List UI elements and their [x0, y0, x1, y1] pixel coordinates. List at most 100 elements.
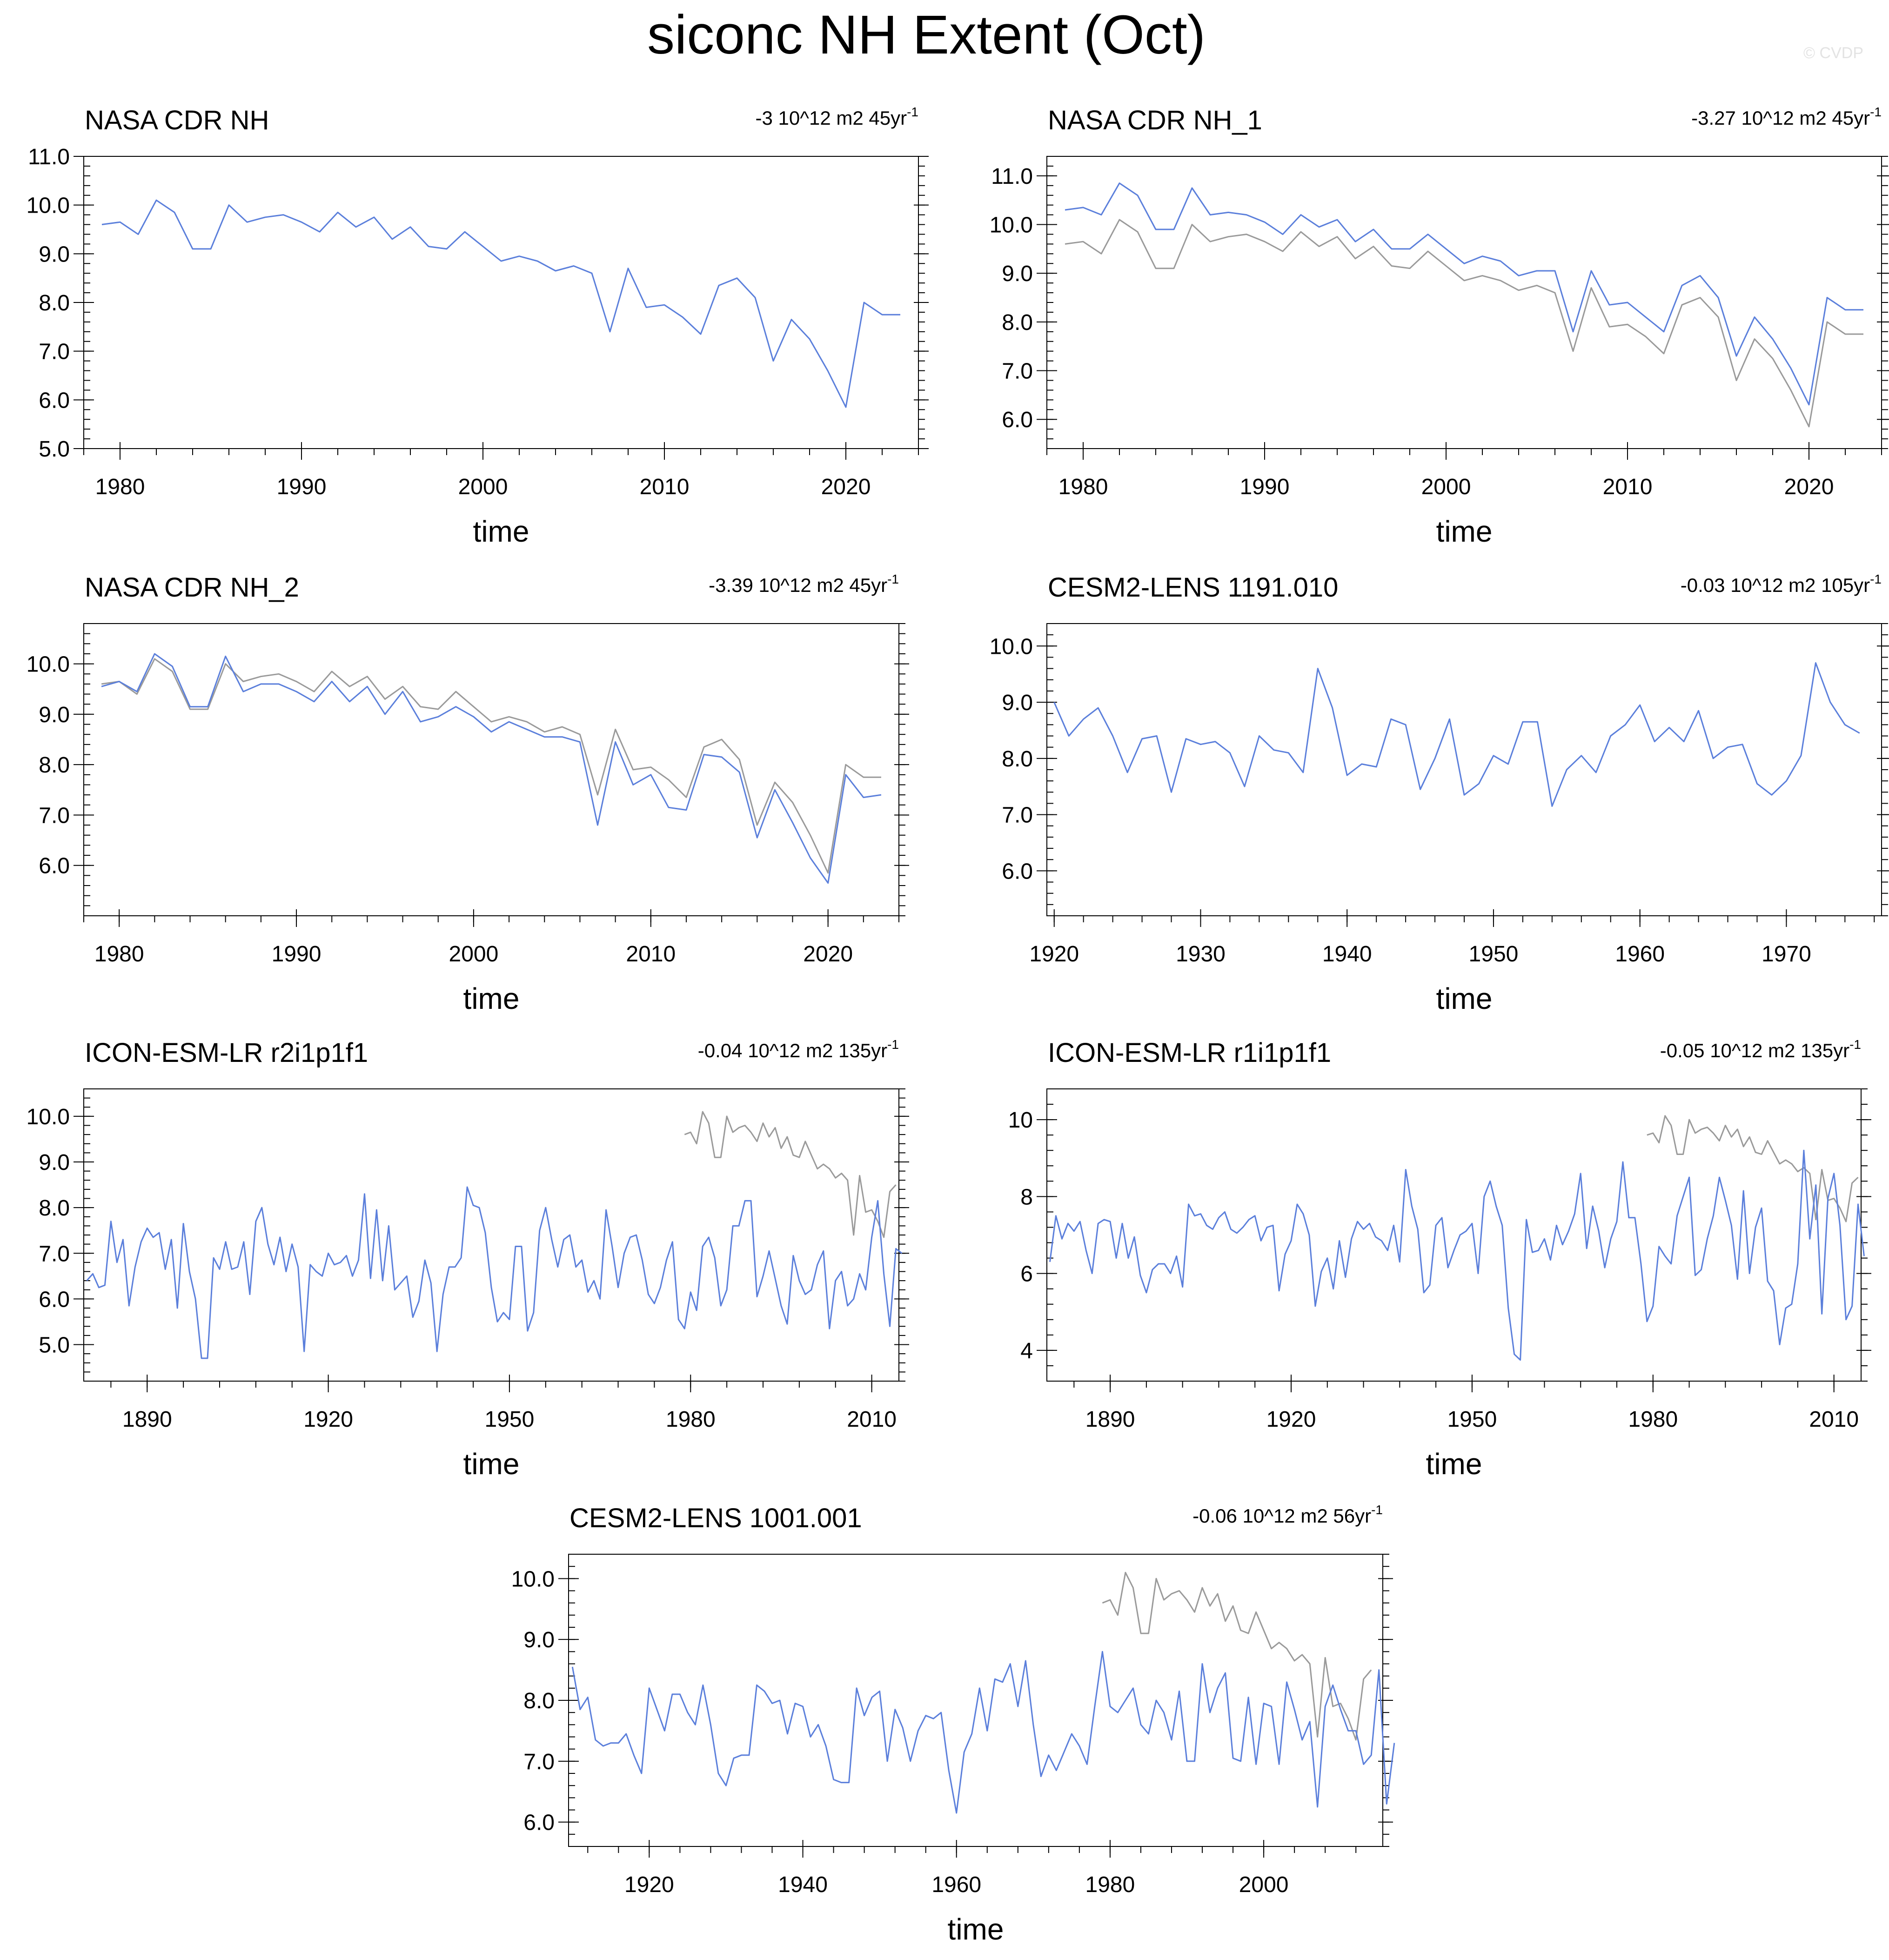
reference-obs-line — [1647, 1115, 1859, 1222]
x-tick-label: 1960 — [931, 1873, 981, 1897]
x-axis-title: time — [1436, 515, 1493, 548]
y-tick-label: 8.0 — [39, 1196, 70, 1221]
x-tick-label: 1920 — [624, 1873, 674, 1897]
x-tick-label: 1980 — [95, 475, 145, 499]
chart-panel-1: NASA CDR NH -3 10^12 m2 45yr-1 5.0 6.0 7.0 8.… — [27, 105, 929, 548]
x-axis-title: time — [463, 1447, 520, 1481]
y-tick-label: 6.0 — [1002, 408, 1033, 432]
reference-obs-line — [684, 1111, 897, 1238]
y-tick-label: 10.0 — [511, 1567, 555, 1591]
x-tick-label: 1940 — [1322, 942, 1372, 967]
trend-value: -3.27 10^12 m2 45yr — [1691, 107, 1870, 129]
trend-label: -3.27 10^12 m2 45yr-1 — [1691, 105, 1882, 129]
plot-frame — [83, 623, 899, 916]
x-tick-label: 2010 — [1603, 475, 1653, 499]
trend-exponent: -1 — [887, 572, 899, 586]
y-tick-label: 8.0 — [39, 753, 70, 778]
x-tick-label: 1980 — [666, 1407, 716, 1432]
panel-title: CESM2-LENS 1001.001 — [569, 1503, 862, 1533]
chart-panel-7: CESM2-LENS 1001.001 -0.06 10^12 m2 56yr-1… — [511, 1503, 1395, 1946]
chart-panel-6: ICON-ESM-LR r1i1p1f1 -0.05 10^12 m2 135yr… — [1008, 1037, 1871, 1481]
x-tick-label: 2000 — [449, 942, 499, 967]
trend-value: -3 10^12 m2 45yr — [756, 107, 907, 129]
chart-panel-2: NASA CDR NH_1 -3.27 10^12 m2 45yr-1 6.0 7.0… — [990, 105, 1889, 548]
plot-frame — [1046, 623, 1882, 916]
y-tick-label: 5.0 — [39, 1333, 70, 1358]
y-tick-label: 4 — [1020, 1339, 1033, 1363]
x-tick-label: 1980 — [1058, 475, 1108, 499]
trend-exponent: -1 — [1849, 1037, 1861, 1052]
y-tick-label: 7.0 — [523, 1750, 555, 1774]
x-tick-label: 2010 — [626, 942, 676, 967]
y-tick-label: 6.0 — [39, 388, 70, 413]
trend-exponent: -1 — [1870, 572, 1882, 586]
series-line — [101, 653, 882, 884]
x-tick-label: 1980 — [1085, 1873, 1135, 1897]
trend-exponent: -1 — [1870, 105, 1882, 119]
x-axis-title: time — [1436, 982, 1493, 1015]
y-tick-label: 7.0 — [1002, 359, 1033, 384]
x-tick-label: 2020 — [803, 942, 853, 967]
panels-container: NASA CDR NH -3 10^12 m2 45yr-15.06.07.08.… — [27, 105, 1889, 1946]
y-tick-label: 11.0 — [28, 145, 70, 169]
panel-title: CESM2-LENS 1191.010 — [1048, 572, 1338, 603]
panel-title: NASA CDR NH_1 — [1048, 105, 1262, 135]
x-tick-label: 2010 — [640, 475, 690, 499]
y-tick-label: 8.0 — [523, 1689, 555, 1713]
y-tick-label: 9.0 — [39, 703, 70, 727]
trend-label: -0.04 10^12 m2 135yr-1 — [698, 1037, 899, 1061]
y-tick-label: 5.0 — [39, 437, 70, 462]
series-line — [571, 1651, 1395, 1814]
x-tick-label: 2020 — [821, 475, 871, 499]
panel-title: ICON-ESM-LR r1i1p1f1 — [1048, 1038, 1331, 1068]
y-tick-label: 7.0 — [1002, 803, 1033, 828]
plot-frame — [568, 1554, 1383, 1847]
x-tick-label: 1980 — [94, 942, 144, 967]
plot-frame — [1046, 156, 1882, 449]
y-tick-label: 11.0 — [991, 164, 1033, 189]
trend-value: -0.06 10^12 m2 56yr — [1192, 1505, 1371, 1527]
x-tick-label: 2000 — [1239, 1873, 1289, 1897]
series-line — [1065, 182, 1863, 406]
y-tick-label: 9.0 — [1002, 691, 1033, 715]
reference-obs-line — [101, 658, 881, 874]
x-tick-label: 1930 — [1176, 942, 1226, 967]
x-tick-label: 2000 — [1421, 475, 1471, 499]
y-tick-label: 6.0 — [1002, 859, 1033, 884]
panel-title: NASA CDR NH_2 — [85, 572, 299, 603]
series-line — [101, 199, 900, 408]
figure-title: siconc NH Extent (Oct) — [647, 4, 1206, 66]
x-tick-label: 2010 — [847, 1407, 897, 1432]
trend-value: -3.39 10^12 m2 45yr — [709, 574, 887, 596]
panel-title: ICON-ESM-LR r2i1p1f1 — [85, 1038, 368, 1068]
trend-exponent: -1 — [887, 1037, 899, 1052]
trend-value: -0.04 10^12 m2 135yr — [698, 1040, 887, 1061]
x-tick-label: 1890 — [1085, 1407, 1135, 1432]
x-tick-label: 1990 — [1240, 475, 1290, 499]
cvdp-watermark: © CVDP — [1803, 44, 1863, 62]
x-tick-label: 1980 — [1628, 1407, 1678, 1432]
x-tick-label: 1940 — [778, 1873, 828, 1897]
y-tick-label: 10.0 — [27, 1105, 70, 1129]
y-tick-label: 6.0 — [39, 1287, 70, 1312]
x-tick-label: 1890 — [122, 1407, 172, 1432]
trend-label: -3.39 10^12 m2 45yr-1 — [709, 572, 899, 596]
series-line — [1049, 1149, 1865, 1361]
series-line — [1053, 662, 1860, 807]
x-tick-label: 1950 — [485, 1407, 535, 1432]
x-tick-label: 1920 — [303, 1407, 353, 1432]
x-tick-label: 1990 — [277, 475, 327, 499]
y-tick-label: 9.0 — [39, 1150, 70, 1175]
plot-frame — [83, 156, 919, 449]
y-tick-label: 6.0 — [523, 1811, 555, 1835]
trend-label: -0.06 10^12 m2 56yr-1 — [1192, 1503, 1383, 1527]
y-tick-label: 10.0 — [27, 652, 70, 677]
y-tick-label: 10 — [1008, 1108, 1033, 1133]
y-tick-label: 9.0 — [523, 1628, 555, 1652]
x-tick-label: 1970 — [1762, 942, 1811, 967]
trend-label: -0.03 10^12 m2 105yr-1 — [1681, 572, 1882, 596]
x-tick-label: 1950 — [1469, 942, 1519, 967]
y-tick-label: 8 — [1020, 1185, 1033, 1209]
trend-exponent: -1 — [1371, 1503, 1383, 1517]
